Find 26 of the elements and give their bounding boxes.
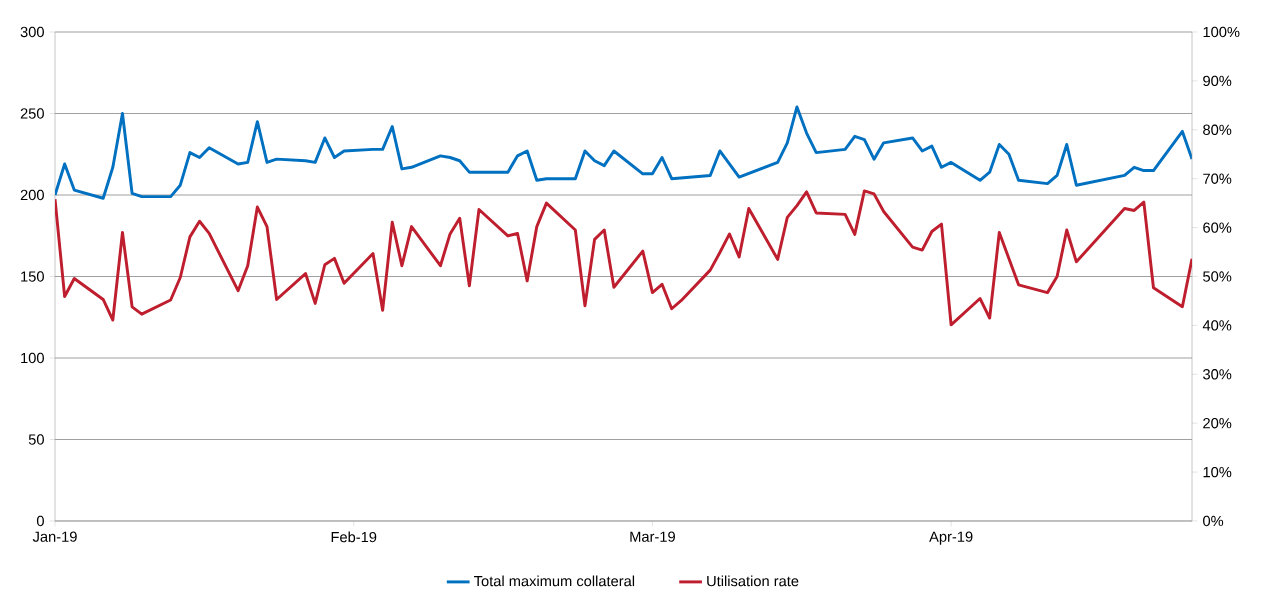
x-tick-label: Feb-19: [331, 531, 377, 543]
legend-label: Utilisation rate: [707, 575, 799, 587]
y-tick-label: 250: [20, 108, 44, 119]
y-tick-label: 100: [21, 352, 44, 364]
y-tick-label: 150: [21, 271, 44, 282]
y-tick-label: 300: [20, 26, 44, 38]
y2-tick-label: 20%: [1203, 418, 1232, 429]
y2-tick-label: 60%: [1203, 222, 1232, 233]
legend-label: Total maximum collateral: [474, 575, 635, 587]
x-tick-label: Mar-19: [630, 531, 675, 542]
line-series: [55, 189, 1193, 327]
y-tick-label: 50: [28, 434, 44, 445]
y2-tick-label: 30%: [1203, 369, 1232, 380]
y-tick-label: 200: [20, 189, 44, 201]
y2-tick-label: 100%: [1203, 26, 1240, 38]
y-tick-label: 0: [36, 515, 44, 527]
y2-tick-label: 50%: [1203, 271, 1232, 282]
y2-tick-label: 80%: [1203, 124, 1232, 135]
line-series: [55, 105, 1193, 200]
x-tick-label: Apr-19: [929, 531, 973, 545]
y2-tick-label: 40%: [1202, 320, 1232, 331]
y2-tick-label: 70%: [1203, 173, 1232, 184]
x-tick-label: Jan-19: [32, 531, 77, 542]
y2-tick-label: 10%: [1203, 466, 1232, 478]
y2-tick-label: 0%: [1203, 515, 1224, 527]
y2-tick-label: 90%: [1203, 75, 1232, 87]
